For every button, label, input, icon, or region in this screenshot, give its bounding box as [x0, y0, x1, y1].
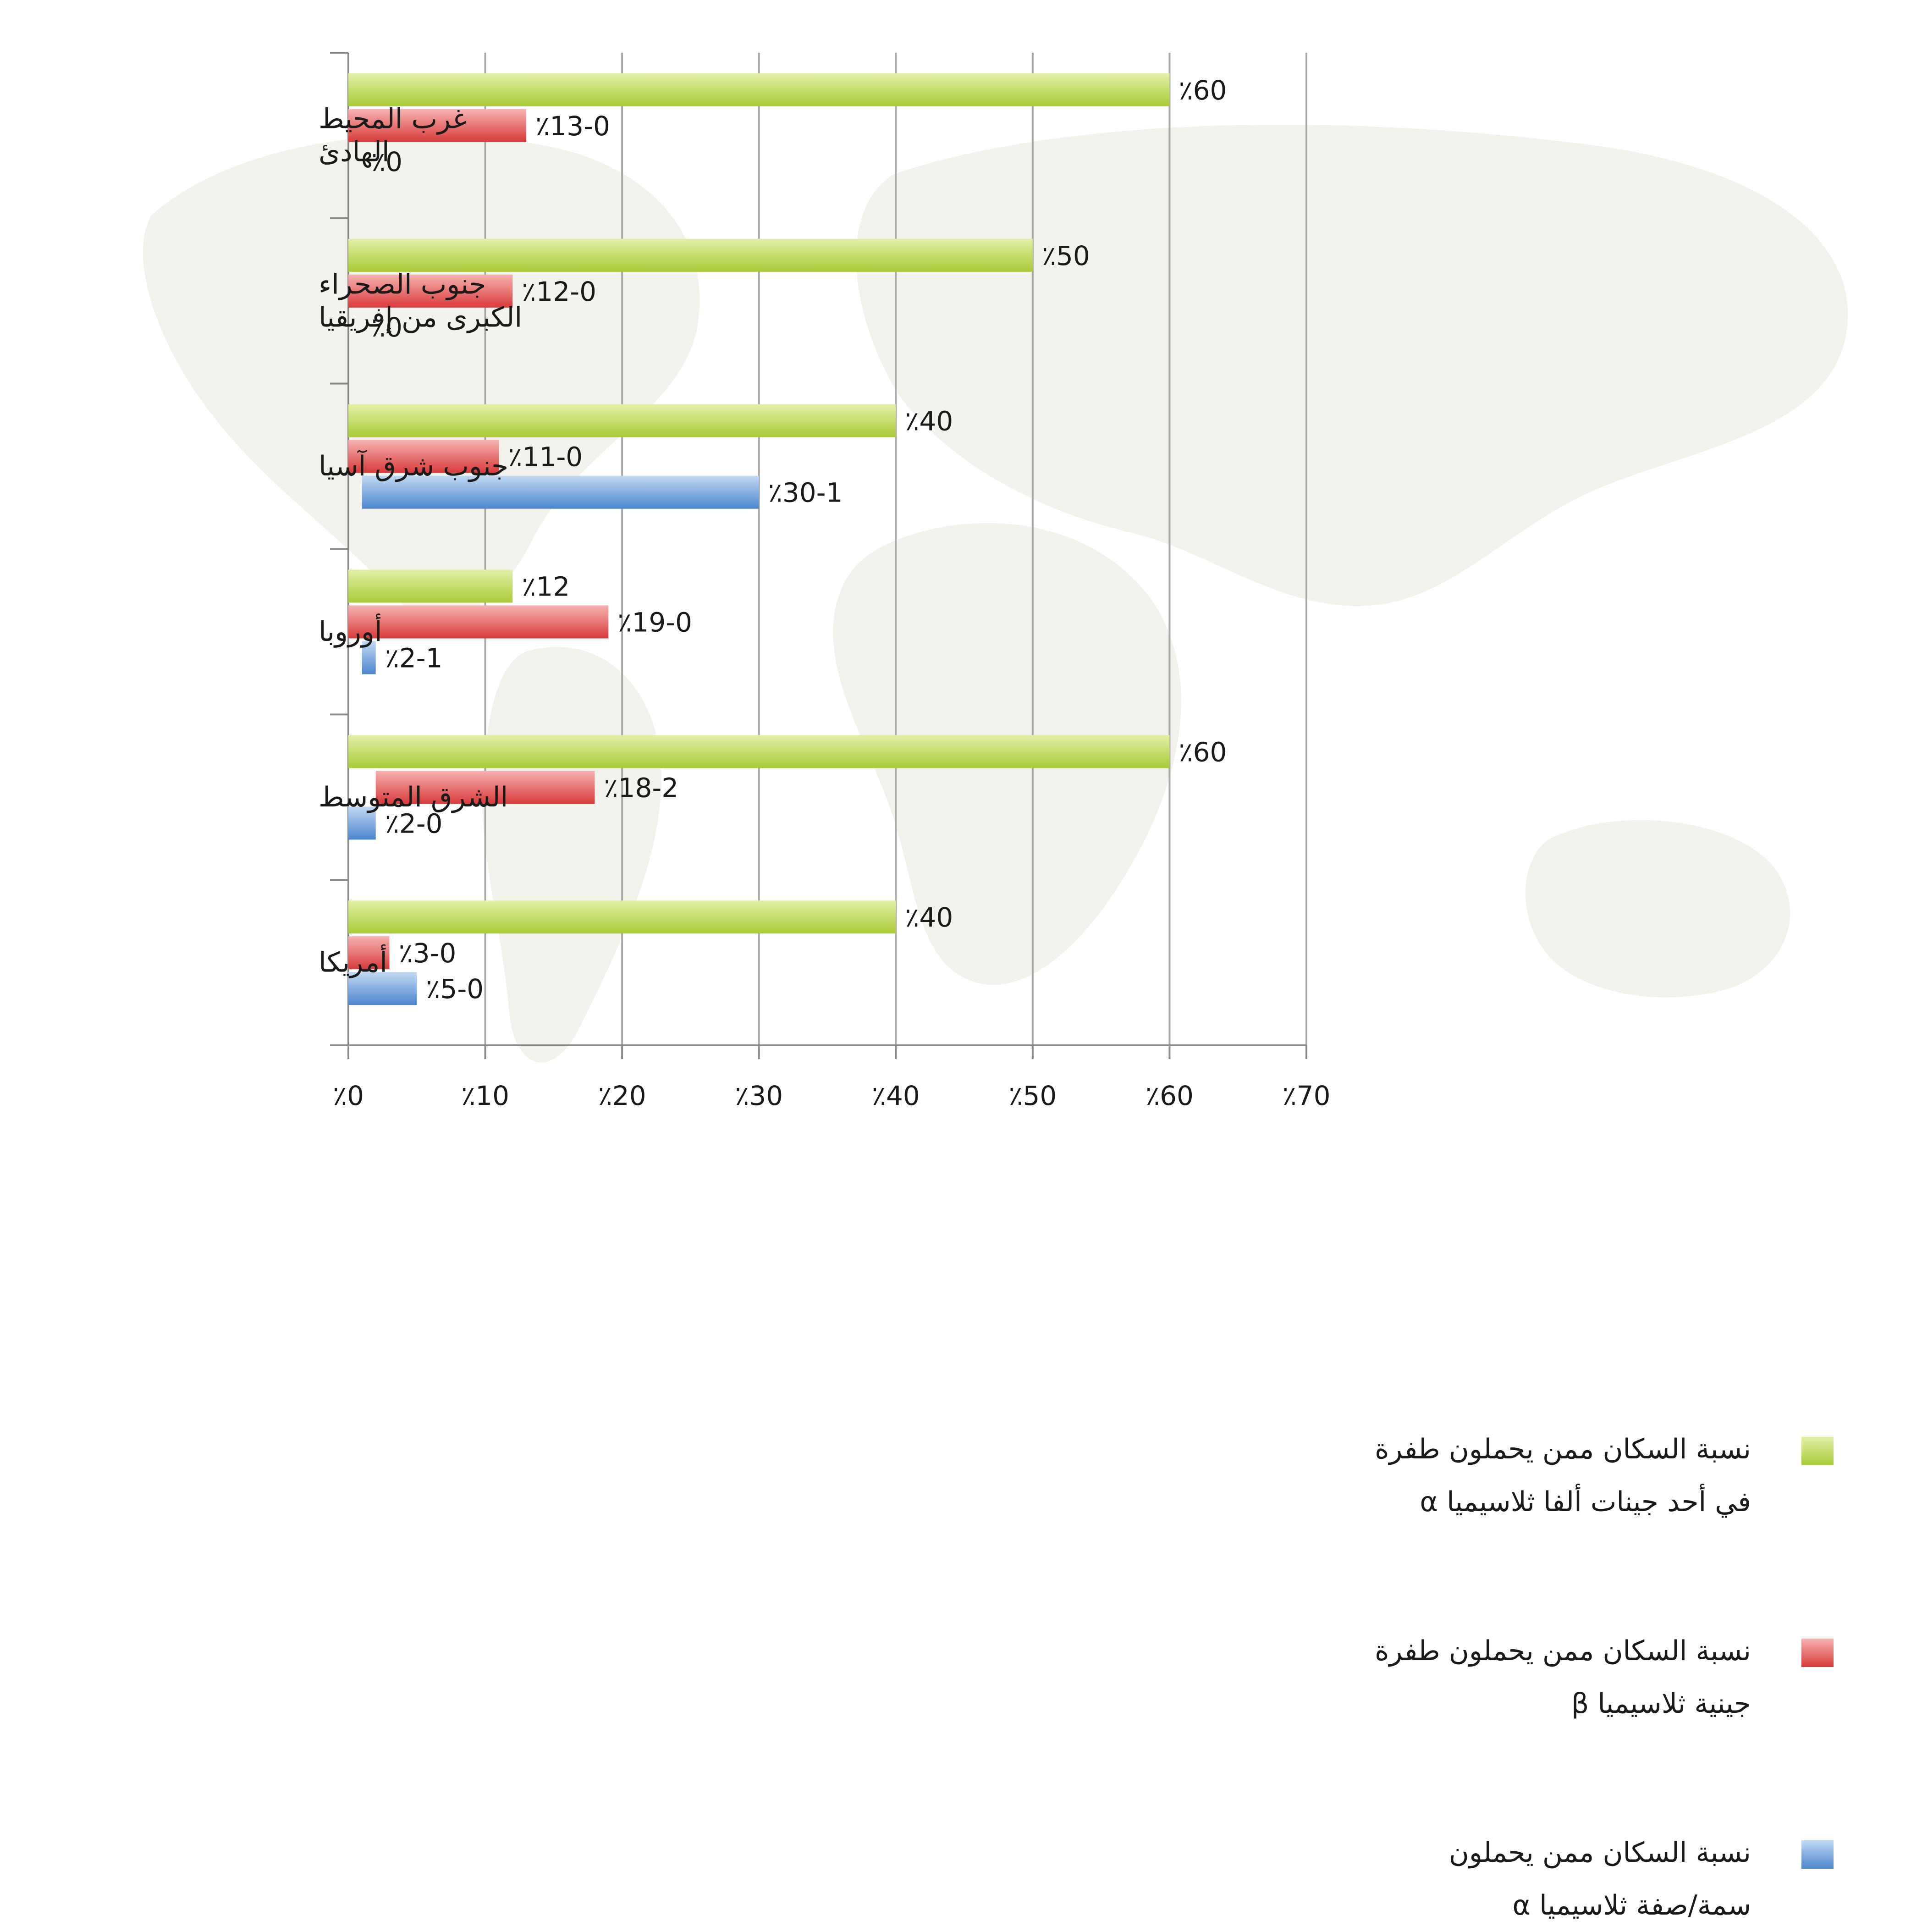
legend-line: نسبة السكان ممن يحملون	[1448, 1837, 1751, 1869]
bar-alpha-mutation	[348, 900, 896, 934]
bar-beta-mutation	[348, 109, 527, 142]
x-tick-label: ٪20	[598, 1080, 646, 1111]
chart-area: ٪60 ٪13-0 ٪0 ٪50 ٪12-0 ٪0 ٪40 ٪11-0 ٪30-1 ٪12 ٪19-…	[143, 52, 1848, 1921]
legend-text: نسبة السكان ممن يحملون طفرة جينية ثلاسيم…	[1348, 1625, 1751, 1730]
category-label: غرب المحيط	[319, 103, 467, 135]
bar-value-label: ٪3-0	[399, 938, 457, 969]
bar-value-label: ٪12	[522, 571, 570, 602]
bar-beta-mutation	[348, 440, 499, 473]
bar-value-label: ٪18-2	[604, 772, 678, 803]
bar-value-label: ٪13-0	[535, 110, 610, 142]
category-label: أوروبا	[319, 613, 382, 648]
bar-value-label: ٪30-1	[768, 477, 843, 508]
x-tick-label: ٪70	[1283, 1080, 1331, 1111]
bar-value-label: ٪0	[371, 312, 402, 343]
bar-beta-mutation	[375, 771, 595, 804]
bar-beta-mutation	[348, 605, 609, 639]
legend-text: نسبة السكان ممن يحملون طفرة في أحد جينات…	[1348, 1423, 1751, 1529]
bar-value-label: ٪2-1	[385, 643, 443, 674]
legend-line: نسبة السكان ممن يحملون طفرة	[1375, 1635, 1751, 1667]
legend-swatch-red	[1801, 1639, 1834, 1667]
bar-alpha-mutation	[348, 569, 513, 603]
bar-alpha-trait	[348, 972, 417, 1005]
bar-value-label: ٪60	[1179, 736, 1227, 767]
category-label: الهادئ	[319, 136, 390, 168]
bar-value-label: ٪60	[1179, 75, 1227, 106]
bar-value-label: ٪19-0	[617, 607, 692, 638]
bar-value-label: ٪40	[905, 406, 953, 437]
category-label: أمريكا	[319, 944, 387, 979]
bar-alpha-mutation	[348, 238, 1033, 272]
bar-value-label: ٪12-0	[522, 276, 596, 307]
bar-value-label: ٪11-0	[508, 442, 583, 473]
x-tick-label: ٪10	[461, 1080, 509, 1111]
bar-alpha-trait	[362, 475, 759, 509]
bar-value-label: ٪5-0	[426, 973, 484, 1005]
bar-beta-mutation	[348, 936, 390, 970]
x-tick-label: ٪50	[1008, 1080, 1057, 1111]
category-label: الكبرى من إفريقيا	[319, 301, 522, 333]
legend-line: في أحد جينات ألفا ثلاسيميا α	[1420, 1486, 1751, 1518]
bar-value-label: ٪50	[1042, 240, 1090, 271]
x-tick-label: ٪60	[1145, 1080, 1194, 1111]
bar-value-label: ٪40	[905, 902, 953, 933]
bar-value-label: ٪0	[371, 146, 402, 177]
legend-text: نسبة السكان ممن يحملون سمة/صفة ثلاسيميا …	[1348, 1827, 1751, 1932]
bar-chart: ٪60 ٪13-0 ٪0 ٪50 ٪12-0 ٪0 ٪40 ٪11-0 ٪30-1 ٪12 ٪19-…	[143, 52, 1848, 1111]
legend-line: نسبة السكان ممن يحملون طفرة	[1375, 1433, 1751, 1465]
category-label: جنوب الصحراء	[319, 268, 486, 300]
legend-swatch-green	[1801, 1437, 1834, 1465]
x-tick-label: ٪40	[872, 1080, 920, 1111]
bar-alpha-trait	[348, 806, 376, 840]
category-label: جنوب شرق آسيا	[319, 449, 508, 482]
x-tick-label: ٪0	[333, 1080, 364, 1111]
legend-line: سمة/صفة ثلاسيميا α	[1512, 1889, 1751, 1921]
bar-beta-mutation	[348, 274, 513, 308]
legend-swatch-blue	[1801, 1840, 1834, 1869]
bar-value-label: ٪2-0	[385, 808, 443, 839]
bar-alpha-mutation	[348, 404, 896, 437]
legend-line: جينية ثلاسيميا β	[1571, 1688, 1751, 1720]
bar-alpha-mutation	[348, 735, 1170, 768]
category-label: الشرق المتوسط	[319, 781, 508, 813]
x-tick-label: ٪30	[735, 1080, 783, 1111]
bar-alpha-trait	[362, 641, 376, 674]
bar-alpha-mutation	[348, 73, 1170, 106]
